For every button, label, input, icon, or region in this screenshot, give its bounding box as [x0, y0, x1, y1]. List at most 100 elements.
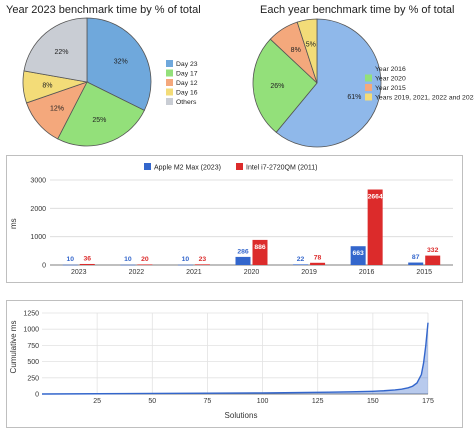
x-tick-label: 2015: [416, 269, 432, 276]
bar-data-label: 10: [124, 256, 132, 263]
area-grid: 0 250 500 750 1000 1250 25 50 75 100 125 150 175: [23, 311, 434, 406]
bar: [350, 246, 366, 265]
x-tick-label: 2021: [186, 269, 202, 276]
x-tick-label: 50: [148, 398, 156, 405]
legend-label: Intel i7-2720QM (2011): [246, 164, 317, 171]
pie-slice: [23, 17, 88, 83]
series-line: [41, 322, 429, 395]
pie-legend: Day 23 Day 17 Day 12 Day 16 Others: [166, 60, 198, 106]
area-plot: [41, 322, 429, 395]
legend-swatch: [166, 60, 173, 67]
bar-chart-frame: [6, 155, 463, 283]
x-tick-label: 100: [257, 398, 269, 405]
legend-swatch: [365, 84, 372, 91]
pie-slice-label: 12%: [50, 105, 64, 112]
legend-swatch: [365, 74, 372, 82]
x-tick-label: 2016: [359, 269, 375, 276]
pie-legend: Year 2016 Year 2020 Year 2015 Years 2019, 2…: [365, 65, 474, 102]
legend-label: Apple M2 Max (2023): [154, 164, 221, 171]
pie-slice: [86, 17, 152, 111]
bar-data-label: 332: [427, 247, 439, 254]
pie-slices: 32% 25% 12% 8% 22%: [22, 17, 152, 147]
legend-label: Day 12: [176, 80, 198, 87]
pie-slice: [275, 18, 382, 148]
bar-legend: Apple M2 Max (2023) Intel i7-2720QM (2011…: [144, 163, 317, 171]
legend-label: Year 2015: [375, 85, 406, 92]
pie-slice-label: 26%: [270, 83, 284, 90]
bar-data-label: 663: [352, 250, 364, 257]
bar-data-label: 886: [254, 244, 266, 251]
pie-slice: [296, 18, 318, 84]
bar: [252, 239, 268, 265]
bar-data-label: 10: [67, 256, 75, 263]
legend-swatch: [365, 93, 372, 101]
x-tick-label: 125: [312, 398, 324, 405]
pie-slice: [252, 38, 318, 133]
y-tick-label: 250: [27, 375, 39, 382]
pie-slice-label: 61%: [347, 94, 361, 101]
legend-label: Years 2019, 2021, 2022 and 2023: [375, 95, 474, 102]
area-fill: [42, 322, 428, 394]
x-tick-label: 2019: [301, 269, 317, 276]
y-axis-label: ms: [9, 218, 18, 229]
legend-swatch: [166, 79, 173, 86]
pie-slice: [57, 81, 145, 147]
x-tick-label: 150: [367, 398, 379, 405]
area-chart-frame: [6, 300, 463, 428]
bar: [177, 264, 193, 266]
legend-swatch: [166, 88, 173, 96]
legend-swatch: [166, 98, 173, 105]
y-tick-label: 500: [27, 359, 39, 366]
pie-title: Year 2023 benchmark time by % of total: [6, 4, 201, 16]
y-tick-label: 0: [42, 263, 46, 270]
pie-slice-label: 8%: [291, 47, 301, 54]
bar: [425, 255, 441, 265]
legend-swatch: [144, 163, 151, 170]
x-tick-label: 2022: [129, 269, 145, 276]
pie-chart-2023: Year 2023 benchmark time by % of total 3…: [6, 4, 201, 147]
bar: [120, 264, 136, 266]
legend-swatch: [236, 163, 243, 170]
y-tick-label: 1000: [23, 327, 39, 334]
legend-swatch: [365, 65, 372, 72]
bar: [408, 262, 424, 265]
pie-slice-label: 25%: [92, 117, 106, 124]
legend-label: Year 2016: [375, 66, 406, 73]
legend-label: Year 2020: [375, 76, 406, 83]
bar: [310, 262, 326, 265]
y-axis-label: Cumulative ms: [9, 321, 18, 374]
pie-chart-each-year: Each year benchmark time by % of total 6…: [252, 4, 474, 148]
x-tick-label: 175: [422, 398, 434, 405]
bar-data-label: 23: [199, 256, 207, 263]
legend-swatch: [166, 69, 173, 77]
bar: [137, 264, 153, 266]
bar-data-label: 286: [237, 248, 249, 255]
pie-slices: 61% 26% 8% 5%: [252, 18, 382, 148]
bar: [235, 256, 251, 265]
bar-grid: 0 1000 2000 3000: [30, 178, 453, 270]
bar: [194, 264, 210, 265]
bar: [293, 264, 309, 265]
pie-slice-label: 5%: [306, 41, 316, 48]
x-tick-label: 25: [93, 398, 101, 405]
y-tick-label: 2000: [30, 206, 46, 213]
bar: [367, 189, 383, 265]
bar-data-label: 36: [84, 255, 92, 262]
legend-label: Day 23: [176, 61, 198, 68]
y-tick-label: 1000: [30, 234, 46, 241]
bar-data-label: 87: [412, 254, 420, 261]
bar-data-label: 10: [182, 256, 190, 263]
y-tick-label: 0: [35, 392, 39, 399]
pie-title: Each year benchmark time by % of total: [260, 4, 454, 16]
legend-label: Others: [176, 99, 197, 106]
bar-data-label: 22: [297, 256, 305, 263]
pie-slice-label: 22%: [54, 49, 68, 56]
bar: [62, 264, 78, 266]
x-tick-label: 2023: [71, 269, 87, 276]
legend-label: Day 16: [176, 90, 198, 97]
pie-slice-label: 32%: [114, 59, 128, 66]
pie-slice-label: 8%: [42, 83, 52, 90]
cumulative-chart: 0 250 500 750 1000 1250 25 50 75 100 125 150 175 Sol…: [9, 311, 434, 421]
